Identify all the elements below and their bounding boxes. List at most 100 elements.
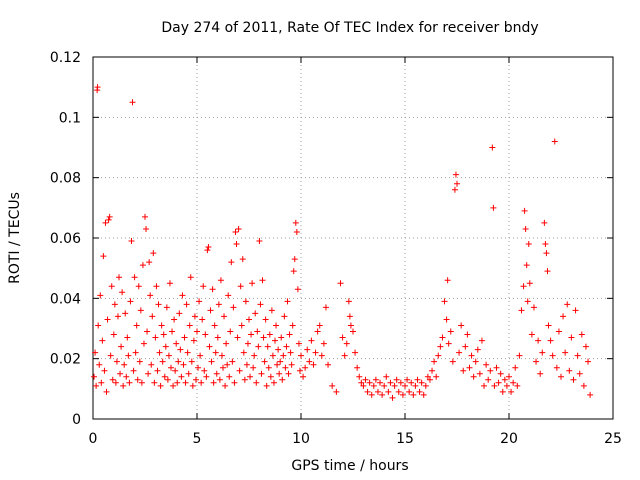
data-point [333,388,340,395]
data-point [506,373,512,380]
data-point [580,382,587,389]
data-point [182,379,189,386]
data-point [179,292,186,299]
data-point [251,352,258,359]
data-point [124,334,131,341]
data-point [370,382,377,389]
data-point [152,334,159,341]
data-point [585,358,592,365]
data-point [128,238,135,245]
data-point [172,367,179,374]
data-point [356,373,363,380]
data-point [132,349,139,356]
data-point [129,99,136,106]
data-point [345,298,352,305]
data-point [402,382,408,389]
data-point [503,382,510,389]
data-point [147,292,154,299]
data-point [244,340,251,347]
data-point [452,171,459,178]
data-point [300,373,307,380]
data-point [231,379,238,386]
data-point [404,376,411,383]
data-point [144,328,151,335]
data-point [242,298,249,305]
data-point [156,349,163,356]
data-point [385,388,392,395]
data-point [259,277,266,284]
data-point [205,244,212,251]
data-point [408,379,415,386]
data-point [320,340,327,347]
data-point [190,337,197,344]
data-point [121,361,128,368]
data-point [155,301,162,308]
data-point [416,388,423,395]
data-point [180,361,187,368]
data-point [360,382,367,389]
data-point [178,373,185,380]
data-point [232,228,239,235]
data-point [198,379,205,386]
data-point [238,322,245,329]
data-point [545,322,552,329]
data-point [560,313,567,320]
data-point [294,286,301,293]
data-point [495,379,502,386]
data-point [553,364,560,371]
data-point [240,349,247,356]
data-point [354,364,361,371]
data-point [389,394,396,401]
data-point [456,349,463,356]
data-point [207,307,214,314]
data-point [236,367,243,374]
data-point [551,138,558,145]
data-point [278,334,285,341]
data-point [176,310,183,317]
data-point [164,376,171,383]
data-point [562,349,569,356]
data-point [395,388,402,395]
data-point [120,382,127,389]
data-point [93,382,100,389]
data-point [429,367,436,374]
data-point [135,283,142,290]
data-point [277,358,284,365]
data-point [292,219,299,226]
data-point [250,364,257,371]
data-point [166,280,173,287]
data-point [226,373,233,380]
data-point [158,322,165,329]
data-point [510,379,517,386]
data-point [185,370,192,377]
data-point [291,256,298,263]
data-point [284,298,291,305]
data-point [159,358,166,365]
data-point [113,358,120,365]
data-point [337,280,344,287]
data-point [230,304,237,311]
data-point [524,298,531,305]
data-point [290,268,297,275]
data-point [587,391,594,398]
data-point [470,373,477,380]
data-point [526,280,533,287]
data-point [512,364,519,371]
data-point [539,349,546,356]
data-point [116,274,122,281]
x-tick-label: 0 [89,431,98,447]
data-point [460,367,467,374]
data-point [464,331,471,338]
data-point [194,328,200,335]
data-point [325,361,332,368]
chart-title: Day 274 of 2011, Rate Of TEC Index for r… [161,20,538,36]
data-point [150,250,157,257]
data-point [339,334,346,341]
data-point [350,328,356,335]
data-point [114,313,121,320]
data-point [558,373,564,380]
data-point [279,376,286,383]
data-point [431,358,438,365]
data-point [208,358,215,365]
data-point [216,376,223,383]
